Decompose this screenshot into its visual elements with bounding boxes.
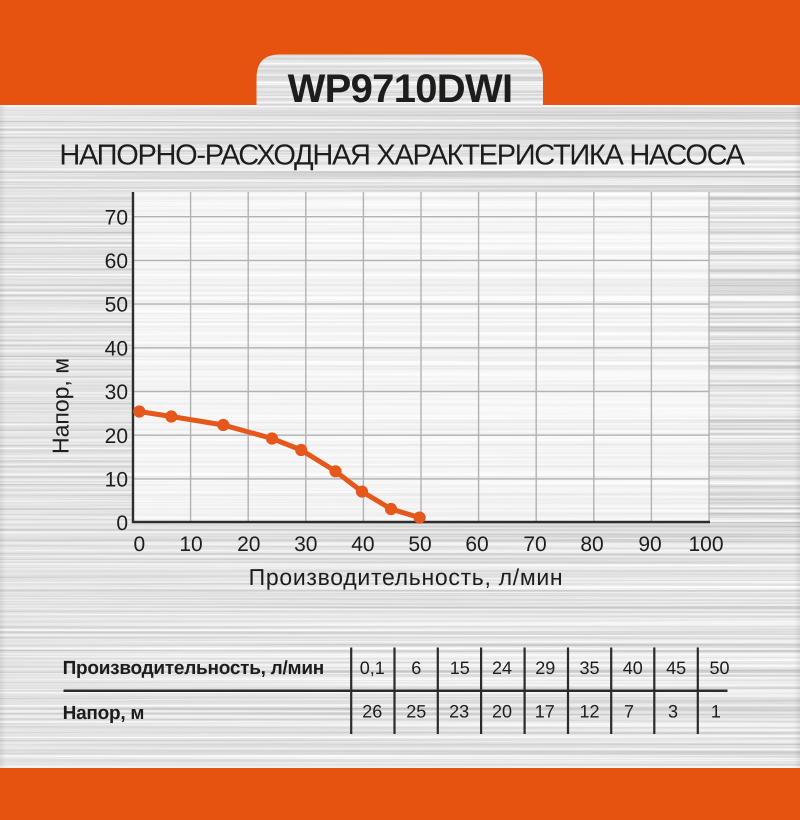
svg-text:45: 45 — [666, 658, 686, 678]
svg-text:60: 60 — [105, 250, 128, 273]
svg-text:WP9710DWI: WP9710DWI — [288, 67, 513, 111]
svg-text:0: 0 — [116, 512, 128, 535]
svg-text:3: 3 — [668, 702, 678, 722]
svg-text:26: 26 — [362, 702, 382, 722]
svg-text:50: 50 — [408, 533, 431, 556]
svg-text:23: 23 — [449, 702, 469, 722]
svg-text:15: 15 — [450, 658, 470, 678]
svg-text:0,1: 0,1 — [360, 658, 385, 678]
svg-text:40: 40 — [623, 658, 643, 678]
svg-text:60: 60 — [465, 533, 488, 556]
svg-text:Напор, м: Напор, м — [63, 703, 145, 724]
svg-text:40: 40 — [105, 337, 128, 360]
svg-text:30: 30 — [294, 533, 317, 556]
svg-text:29: 29 — [535, 658, 555, 678]
svg-text:НАПОРНО-РАСХОДНАЯ ХАРАКТЕРИСТИ: НАПОРНО-РАСХОДНАЯ ХАРАКТЕРИСТИКА НАСОСА — [59, 140, 745, 172]
svg-text:35: 35 — [579, 658, 599, 678]
svg-text:1: 1 — [711, 702, 721, 722]
svg-text:10: 10 — [105, 469, 128, 492]
svg-text:30: 30 — [105, 381, 128, 404]
svg-text:12: 12 — [579, 702, 599, 722]
svg-text:7: 7 — [624, 702, 634, 722]
svg-text:40: 40 — [351, 533, 374, 556]
svg-text:Производительность, л/мин: Производительность, л/мин — [63, 658, 324, 679]
svg-text:70: 70 — [105, 206, 128, 229]
svg-text:10: 10 — [179, 533, 202, 556]
svg-text:Производительность, л/мин: Производительность, л/мин — [249, 564, 564, 590]
svg-text:90: 90 — [638, 533, 661, 556]
svg-text:50: 50 — [709, 658, 729, 678]
svg-text:50: 50 — [105, 294, 128, 317]
svg-text:Напор, м: Напор, м — [48, 358, 74, 454]
svg-text:0: 0 — [134, 533, 146, 556]
svg-text:20: 20 — [492, 702, 512, 722]
svg-text:6: 6 — [411, 658, 421, 678]
svg-text:17: 17 — [535, 702, 555, 722]
svg-text:20: 20 — [237, 533, 260, 556]
svg-text:24: 24 — [492, 658, 512, 678]
svg-text:25: 25 — [406, 702, 426, 722]
svg-text:70: 70 — [523, 533, 546, 556]
svg-text:80: 80 — [580, 533, 603, 556]
svg-text:100: 100 — [688, 533, 723, 556]
svg-text:20: 20 — [105, 425, 128, 448]
